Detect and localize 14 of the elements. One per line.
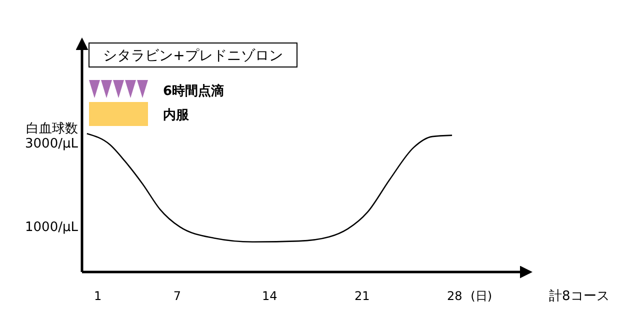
x-tick-label: 14 xyxy=(262,289,278,303)
x-axis-title: (日) xyxy=(470,289,492,303)
x-tick-label: 28 xyxy=(447,289,462,303)
y-tick-label: 1000/μL xyxy=(25,220,79,236)
x-tick-label: 7 xyxy=(173,289,181,303)
line-series xyxy=(86,132,453,243)
y-axis-title: 白血球数 xyxy=(26,121,78,136)
text: シタラビン+プレドニゾロン xyxy=(103,48,283,64)
annotation: 6時間点滴 xyxy=(163,83,224,99)
x-tick-label: 21 xyxy=(354,289,370,303)
text: 計8コース xyxy=(549,289,610,304)
x-tick-label: 1 xyxy=(94,289,102,303)
annotation: 内服 xyxy=(163,108,190,123)
y-tick-label: 3000/μL xyxy=(25,136,79,152)
